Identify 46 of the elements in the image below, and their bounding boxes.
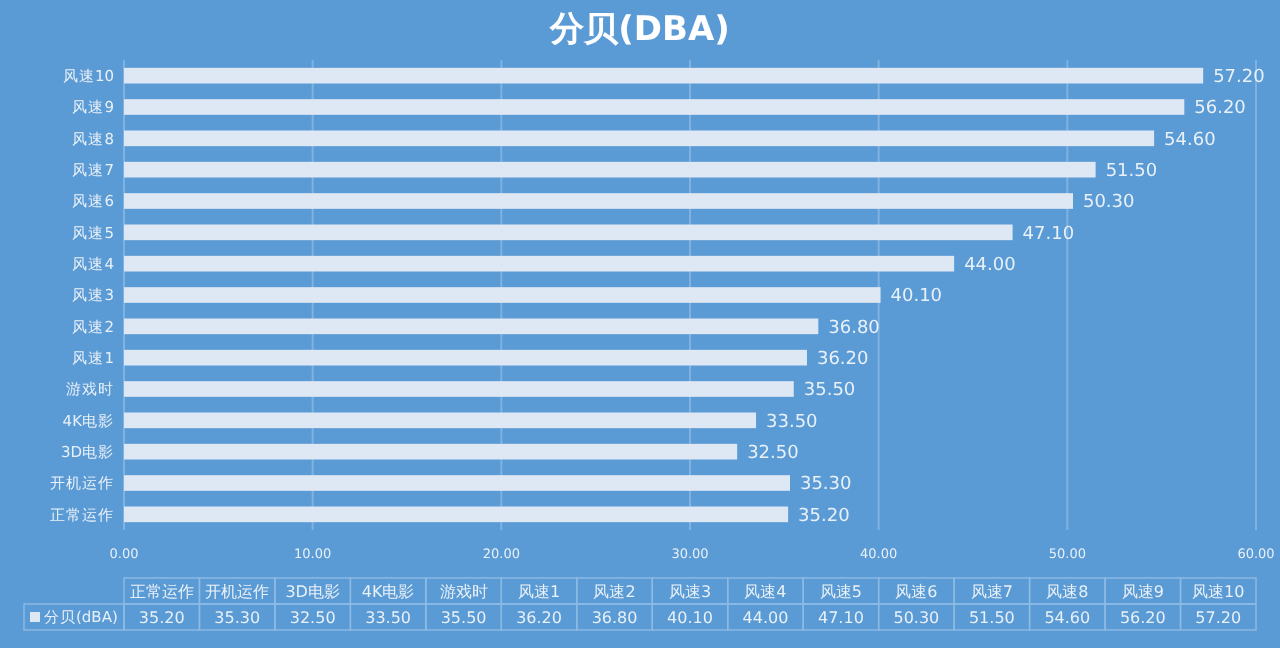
chart-title: 分贝(DBA) bbox=[548, 10, 730, 50]
category-label: 4K电影 bbox=[361, 582, 415, 601]
data-label: 44.00 bbox=[964, 255, 1017, 276]
category-label: 风速3 bbox=[668, 582, 712, 601]
text: 36.80 bbox=[591, 608, 638, 627]
data-label: 56.20 bbox=[1194, 99, 1247, 120]
category-label: 风速7 bbox=[970, 582, 1013, 601]
category-label: 开机运作 bbox=[205, 582, 270, 601]
category-label: 风速1 bbox=[517, 582, 561, 601]
text: 35.50 bbox=[440, 608, 487, 627]
category-label: 风速8 bbox=[1046, 582, 1089, 601]
text: 35.20 bbox=[138, 608, 185, 627]
text: 54.60 bbox=[1044, 608, 1091, 627]
text: 32.50 bbox=[289, 608, 336, 627]
text: 36.20 bbox=[516, 608, 562, 627]
data-label: 47.10 bbox=[1022, 224, 1075, 245]
text: 40.10 bbox=[667, 608, 713, 627]
category-label: 风速5 bbox=[819, 582, 863, 601]
text: 44.00 bbox=[742, 608, 789, 627]
category-label: 游戏时 bbox=[439, 582, 488, 601]
data-label: 36.80 bbox=[828, 318, 881, 339]
text: 33.50 bbox=[365, 608, 412, 627]
data-label: 57.20 bbox=[1213, 67, 1266, 88]
data-label: 36.20 bbox=[816, 349, 870, 370]
data-label: 35.30 bbox=[799, 475, 853, 496]
category-label: 风速10 bbox=[1192, 582, 1245, 601]
data-label: 51.50 bbox=[1105, 161, 1158, 182]
data-label: 40.10 bbox=[890, 287, 943, 308]
category-label: 风速4 bbox=[744, 582, 787, 601]
text: 51.50 bbox=[968, 608, 1015, 627]
category-label: 风速2 bbox=[593, 582, 636, 601]
text: 56.20 bbox=[1119, 608, 1166, 627]
text: 47.10 bbox=[818, 608, 864, 627]
data-label: 50.30 bbox=[1082, 193, 1136, 214]
text: 35.30 bbox=[214, 608, 261, 627]
text: 50.30 bbox=[893, 608, 940, 627]
category-label: 风速9 bbox=[1121, 582, 1164, 601]
data-label: 35.20 bbox=[798, 506, 851, 527]
category-label: 正常运作 bbox=[129, 582, 194, 601]
data-label: 54.60 bbox=[1164, 130, 1217, 151]
category-label: 3D电影 bbox=[285, 582, 340, 601]
text: 57.20 bbox=[1195, 608, 1242, 627]
data-label: 33.50 bbox=[766, 412, 819, 433]
data-label: 35.50 bbox=[803, 381, 856, 402]
data-label: 32.50 bbox=[747, 443, 800, 464]
category-label: 风速6 bbox=[895, 582, 938, 601]
